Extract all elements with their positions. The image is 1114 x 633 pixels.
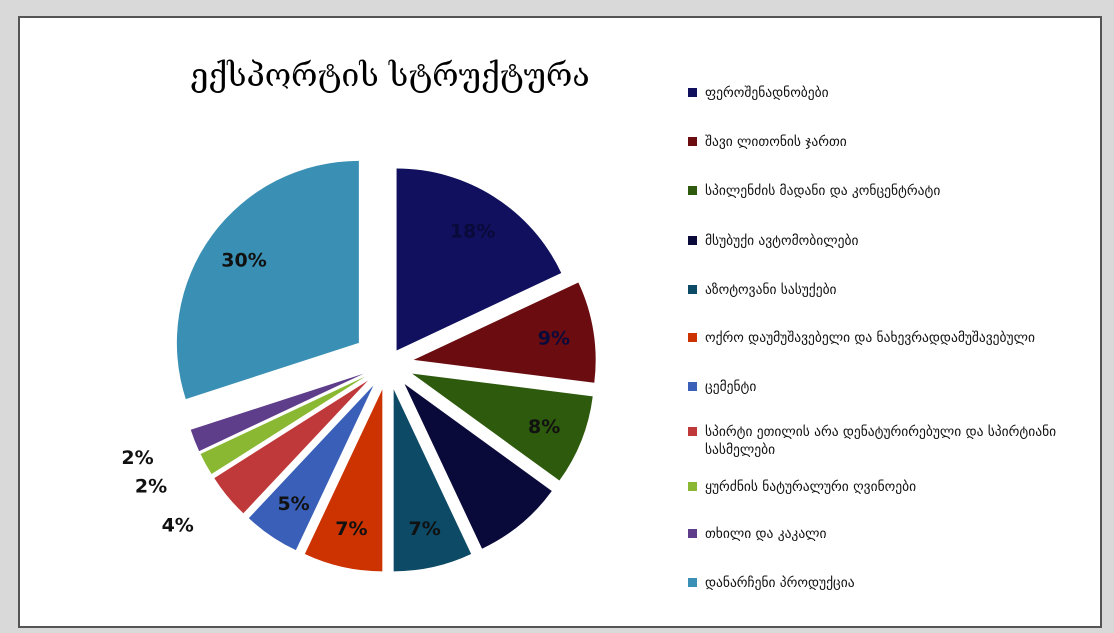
pie-chart: 18% 9% 8% 8% 7% 7% 5% 4% 2% 2% 30%	[121, 160, 596, 572]
legend-label: აზოტოვანი სასუქები	[705, 282, 837, 298]
legend-label: მსუბუქი ავტომობილები	[705, 233, 859, 249]
slice-value-label: 2%	[121, 447, 153, 469]
legend-label: ცემენტი	[705, 379, 757, 395]
slice-value-label: 8%	[479, 483, 511, 505]
legend-item: მსუბუქი ავტომობილები	[688, 232, 1090, 250]
legend-swatch	[688, 578, 697, 587]
slice-value-label: 18%	[450, 221, 495, 243]
legend-item: ყურძნის ნატურალური ღვინოები	[688, 478, 1090, 496]
legend-item: ცემენტი	[688, 378, 1090, 396]
pie-slice	[413, 282, 596, 383]
slice-value-label: 9%	[538, 328, 570, 350]
legend-swatch	[688, 88, 697, 97]
slice-value-label: 4%	[162, 515, 194, 537]
legend-swatch	[688, 333, 697, 342]
legend-swatch	[688, 382, 697, 391]
legend-swatch	[688, 482, 697, 491]
pie-slice	[404, 384, 552, 549]
legend-item: შავი ლითონის ჯართი	[688, 133, 1090, 151]
pie-slice	[396, 168, 562, 351]
legend-label: დანარჩენი პროდუქცია	[705, 575, 855, 591]
slice-value-label: 7%	[409, 518, 441, 540]
chart-frame: ექსპორტის სტრუქტურა 18% 9% 8% 8% 7% 7% 5% 4% 2% 2…	[18, 16, 1102, 628]
legend-item: ფეროშენადნობები	[688, 84, 1090, 102]
pie-slice	[412, 373, 593, 481]
slice-value-label: 2%	[135, 475, 167, 497]
slice-value-label: 30%	[221, 249, 266, 271]
legend-swatch	[688, 236, 697, 245]
legend-label: შავი ლითონის ჯართი	[705, 134, 847, 150]
legend-label: სპირტი ეთილის არა დენატურირებული და სპირ…	[705, 424, 1057, 458]
slice-value-label: 5%	[277, 493, 309, 515]
legend-item: დანარჩენი პროდუქცია	[688, 574, 1090, 592]
pie-slice	[214, 380, 368, 514]
legend-swatch	[688, 285, 697, 294]
legend-label: სპილენძის მადანი და კონცენტრატი	[705, 183, 941, 199]
legend-label: ფეროშენადნობები	[705, 85, 829, 101]
pie-slice	[248, 385, 374, 551]
legend-swatch	[688, 186, 697, 195]
legend-item: სპილენძის მადანი და კონცენტრატი	[688, 182, 1090, 200]
legend-label: ყურძნის ნატურალური ღვინოები	[705, 479, 917, 495]
legend-item: აზოტოვანი სასუქები	[688, 281, 1090, 299]
legend-item: თხილი და კაკალი	[688, 525, 1090, 543]
legend-swatch	[688, 427, 697, 436]
pie-slice	[176, 160, 359, 400]
pie-slice	[393, 389, 472, 572]
legend-swatch	[688, 529, 697, 538]
legend-label: ოქრო დაუმუშავებელი და ნახევრადდამუშავებუ…	[705, 330, 1035, 346]
legend-item: ოქრო დაუმუშავებელი და ნახევრადდამუშავებუ…	[688, 329, 1090, 347]
legend-swatch	[688, 137, 697, 146]
pie-slice	[190, 373, 364, 452]
pie-slice	[200, 376, 366, 475]
slice-value-label: 8%	[528, 416, 560, 438]
legend-item: სპირტი ეთილის არა დენატურირებული და სპირ…	[688, 423, 1090, 459]
pie-slice	[304, 389, 383, 572]
chart-title: ექსპორტის სტრუქტურა	[190, 56, 590, 94]
legend-label: თხილი და კაკალი	[705, 526, 827, 542]
slice-value-label: 7%	[335, 518, 367, 540]
